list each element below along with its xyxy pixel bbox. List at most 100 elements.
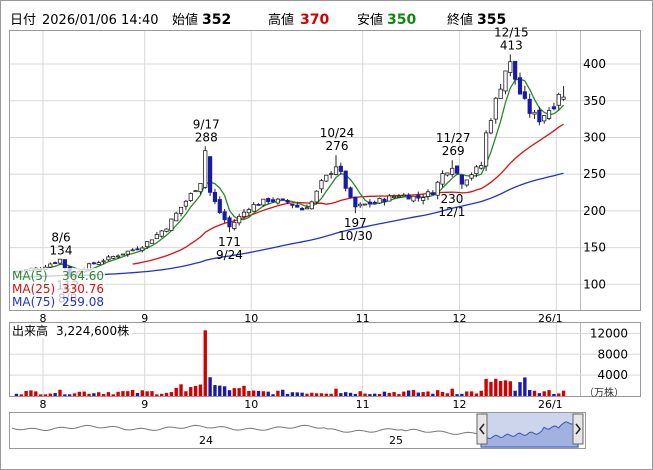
candle <box>217 196 222 215</box>
volume-bar <box>348 392 353 396</box>
candle-body <box>517 77 523 95</box>
volume-bar <box>203 330 207 396</box>
candle-body <box>459 174 464 185</box>
volume-bar <box>140 390 145 396</box>
candle-body <box>48 263 53 268</box>
price-y-tick-label: 150 <box>583 241 606 255</box>
candle-body <box>62 259 67 269</box>
volume-bar <box>368 394 372 396</box>
annotation-value-label: 197 <box>344 216 367 230</box>
annotation-date-label: 10/24 <box>320 126 355 140</box>
right-handle-box[interactable] <box>572 413 584 445</box>
volume-bar <box>402 391 406 396</box>
range-navigator[interactable]: 24 25 <box>9 412 586 449</box>
candle <box>498 83 503 100</box>
volume-bar <box>247 390 251 396</box>
high-label: 高値 <box>268 12 294 28</box>
volume-bar <box>92 393 96 396</box>
candle <box>275 197 280 205</box>
candle-body <box>212 191 218 202</box>
candle <box>251 201 256 212</box>
volume-bar <box>314 393 319 396</box>
candle <box>130 248 135 252</box>
volume-bar <box>339 393 343 396</box>
candle <box>280 198 285 201</box>
open-label: 始値 <box>172 12 198 28</box>
candle-body <box>101 260 106 263</box>
close-label: 終値 <box>447 12 473 28</box>
candle <box>178 206 184 217</box>
navigator-history-line <box>11 424 481 435</box>
volume-bar <box>484 378 488 396</box>
volume-bar <box>474 393 479 396</box>
volume-bar <box>19 394 23 396</box>
candle-body <box>537 109 542 123</box>
annotation-value-label: 171 <box>218 235 241 249</box>
candle-body <box>295 204 300 208</box>
ma5-value: 364.60 <box>62 269 104 283</box>
price-x-axis: 8 9 10 11 12 26/1 <box>40 312 563 325</box>
candle <box>241 208 247 220</box>
ma5-line <box>35 78 565 273</box>
candle-body <box>57 258 63 264</box>
candle-body <box>290 203 295 206</box>
volume-bar <box>358 391 362 396</box>
candle-body <box>324 174 329 182</box>
annotation-value-label: 230 <box>440 192 463 206</box>
candle <box>348 186 353 199</box>
candle <box>396 193 402 198</box>
candle-body <box>149 239 155 244</box>
candle <box>116 254 121 259</box>
candle <box>169 218 174 231</box>
candle <box>484 130 489 171</box>
candle-body <box>135 248 140 251</box>
annotation-value-label: 413 <box>500 38 523 52</box>
candle-body <box>377 198 382 204</box>
candle <box>256 203 261 206</box>
volume-bar <box>537 393 542 396</box>
volume-bar <box>227 390 232 396</box>
candle <box>333 155 339 176</box>
volume-bar <box>251 390 256 396</box>
candle-body <box>392 196 397 198</box>
volume-y-axis: 4000 8000 12000 <box>590 326 628 382</box>
candle <box>440 170 445 188</box>
volume-bar <box>184 391 188 396</box>
candle-body <box>256 203 261 206</box>
price-y-tick-label: 400 <box>583 57 606 71</box>
volume-bar <box>494 378 498 396</box>
candle-body <box>503 70 508 92</box>
candle-body <box>125 250 130 255</box>
candle-body <box>353 196 358 208</box>
navigator-right-handle[interactable] <box>572 413 584 445</box>
candle <box>198 183 203 195</box>
candle <box>266 197 271 205</box>
candle <box>353 196 358 214</box>
candle <box>508 54 513 77</box>
annotation-date-label: 10/30 <box>338 229 373 243</box>
volume-bar <box>101 394 106 396</box>
candle-body <box>469 174 474 179</box>
volume-bar <box>48 393 53 396</box>
volume-bar <box>310 392 314 396</box>
candle-body <box>445 172 450 176</box>
candle <box>314 190 319 205</box>
candle <box>227 215 232 233</box>
volume-bar <box>295 392 299 396</box>
volume-bar <box>189 387 193 396</box>
left-handle-box[interactable] <box>476 413 488 445</box>
navigator-left-handle[interactable] <box>476 413 488 445</box>
annotation-value-label: 269 <box>442 144 465 158</box>
volume-bar <box>290 392 295 396</box>
candle <box>362 203 368 206</box>
candle <box>300 206 305 211</box>
volume-label: 出来高 <box>12 323 48 338</box>
candle <box>338 162 343 175</box>
candle-body <box>96 262 101 265</box>
volume-bar <box>513 390 517 396</box>
candle-body <box>396 195 402 198</box>
price-grid <box>10 31 640 310</box>
ma-legend-bg <box>10 268 105 310</box>
